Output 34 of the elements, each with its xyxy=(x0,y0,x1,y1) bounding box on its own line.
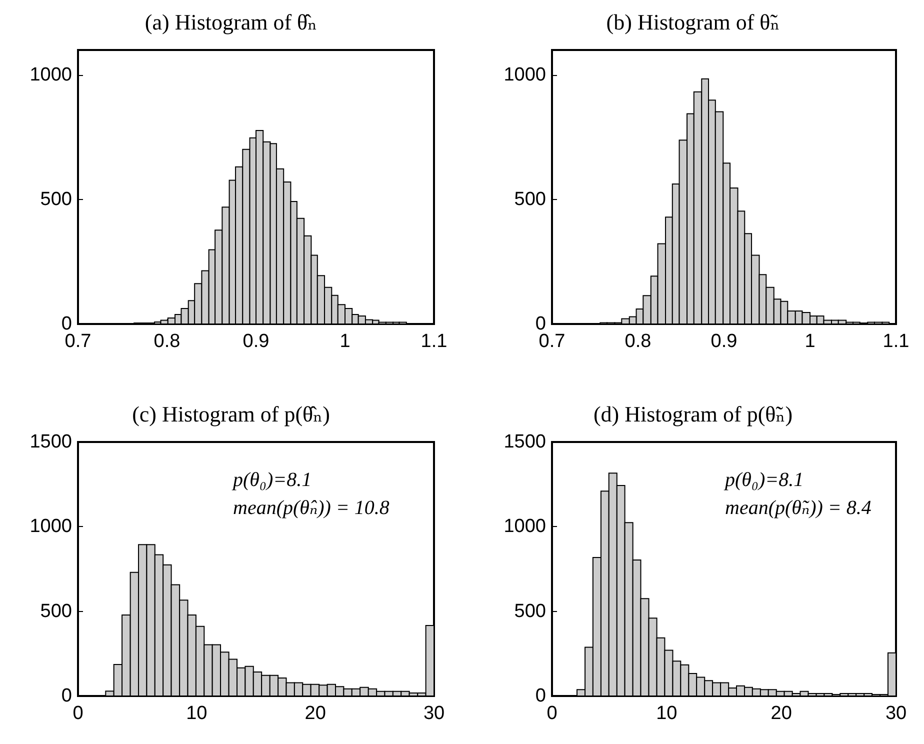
annotation: p(θ₀)=8.1 xyxy=(231,469,312,491)
chart-title: (b) Histogram of θ̃ₙ xyxy=(606,10,780,34)
y-tick-label: 1000 xyxy=(30,64,72,86)
y-tick-label: 0 xyxy=(535,686,546,706)
x-tick-label: 0.8 xyxy=(154,331,180,352)
y-tick-label: 1500 xyxy=(504,432,546,452)
annotation: mean(p(θ̂ₙ)) = 10.8 xyxy=(233,497,390,519)
y-tick-label: 1000 xyxy=(504,64,546,86)
x-tick-label: 1 xyxy=(340,331,350,352)
x-tick-label: 1 xyxy=(804,331,816,352)
annotation: p(θ₀)=8.1 xyxy=(723,469,804,491)
y-tick-label: 0 xyxy=(61,686,72,706)
y-tick-label: 500 xyxy=(40,600,72,622)
x-tick-label: 30 xyxy=(423,703,445,724)
y-tick-label: 500 xyxy=(514,188,546,210)
y-tick-label: 1500 xyxy=(30,432,72,452)
x-tick-label: 30 xyxy=(885,703,907,724)
x-tick-label: 0.9 xyxy=(710,331,738,352)
x-tick-label: 20 xyxy=(770,703,792,724)
x-tick-label: 10 xyxy=(186,703,208,724)
x-tick-label: 1.1 xyxy=(420,331,448,352)
y-tick-label: 500 xyxy=(40,188,72,210)
chart-title: (c) Histogram of p(θ̂ₙ) xyxy=(132,402,330,426)
x-tick-label: 0.8 xyxy=(624,331,652,352)
y-tick-label: 1000 xyxy=(30,516,72,538)
x-tick-label: 10 xyxy=(656,703,678,724)
annotation: mean(p(θ̃ₙ)) = 8.4 xyxy=(725,497,872,519)
chart-title: (d) Histogram of p(θ̃ₙ) xyxy=(593,402,793,426)
chart-title: (a) Histogram of θ̂ₙ xyxy=(144,10,318,34)
x-tick-label: 1.1 xyxy=(882,331,910,352)
y-tick-label: 500 xyxy=(514,600,546,622)
x-tick-label: 0.9 xyxy=(242,331,270,352)
x-tick-label: 20 xyxy=(304,703,326,724)
y-tick-label: 1000 xyxy=(504,516,546,538)
